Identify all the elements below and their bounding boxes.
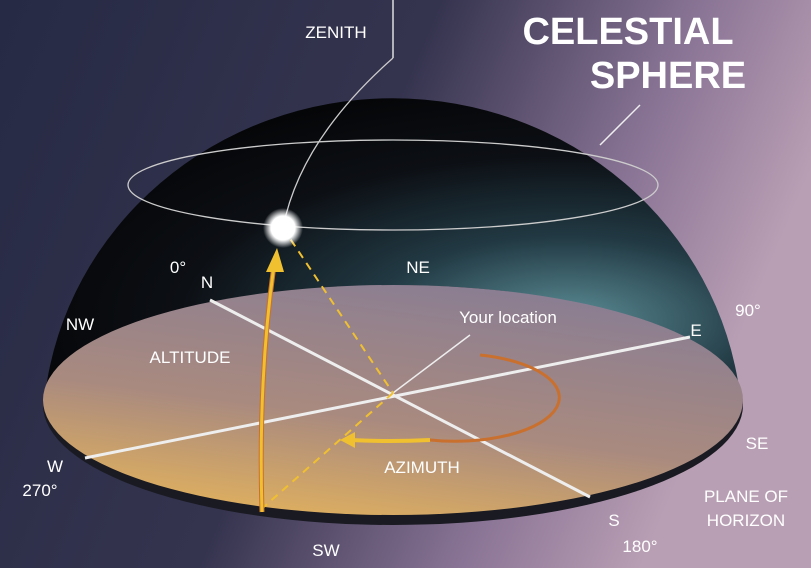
label: 90° [735,301,761,320]
title: SPHERE [590,55,746,97]
label: HORIZON [707,511,785,530]
title-pointer [599,104,641,146]
meridian [282,57,394,229]
label: ZENITH [305,23,366,42]
label: SW [312,541,339,560]
label: N [201,273,213,292]
altitude-arc-core [259,264,276,513]
star [263,208,303,248]
label: ALTITUDE [150,348,231,367]
azimuth-arrow [349,438,431,443]
label: 180° [622,537,657,556]
location-pointer [392,334,471,394]
horizon-plane [43,285,743,515]
altitude-arrowhead [266,248,284,272]
azimuth-arrowhead [340,432,355,448]
star-dash [282,227,394,394]
label: 270° [22,481,57,500]
label: SE [746,434,769,453]
title: CELESTIAL [522,11,733,53]
label: E [690,321,701,340]
altitude-circle [127,139,659,231]
azimuth-arc [429,353,561,443]
ground-dash [257,392,394,513]
label: 0° [170,258,186,277]
n-s-line [209,298,591,499]
label: W [47,457,63,476]
label: PLANE OF [704,487,788,506]
label: NW [66,315,94,334]
label: S [608,511,619,530]
label: Your location [459,308,557,327]
label: NE [406,258,430,277]
label: AZIMUTH [384,458,460,477]
